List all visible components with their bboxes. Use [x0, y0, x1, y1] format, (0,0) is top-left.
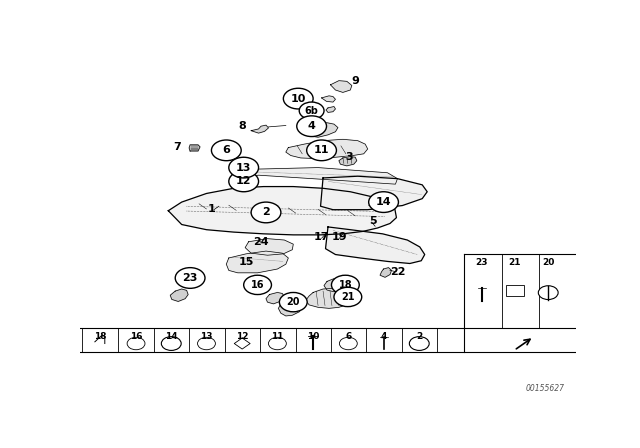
Circle shape — [284, 88, 313, 109]
Circle shape — [410, 336, 429, 350]
Polygon shape — [339, 156, 356, 166]
Polygon shape — [326, 227, 425, 263]
Text: 14: 14 — [376, 197, 392, 207]
Circle shape — [280, 293, 307, 312]
Text: 23: 23 — [182, 273, 198, 283]
Polygon shape — [321, 176, 428, 210]
Circle shape — [332, 275, 359, 294]
Text: 6: 6 — [345, 332, 351, 341]
Circle shape — [369, 192, 399, 212]
Text: 9: 9 — [352, 76, 360, 86]
Polygon shape — [330, 81, 352, 92]
Circle shape — [339, 337, 357, 350]
Circle shape — [229, 171, 259, 192]
Text: 17: 17 — [314, 232, 330, 241]
Polygon shape — [301, 123, 338, 137]
Text: 14: 14 — [165, 332, 177, 341]
Circle shape — [300, 102, 324, 119]
Circle shape — [198, 337, 216, 350]
Text: 7: 7 — [173, 142, 181, 152]
Polygon shape — [321, 96, 335, 102]
Text: 8: 8 — [238, 121, 246, 131]
Text: 16: 16 — [251, 280, 264, 290]
Text: 22: 22 — [390, 267, 405, 277]
Text: 21: 21 — [509, 258, 521, 267]
Text: 18: 18 — [339, 280, 352, 290]
Polygon shape — [266, 293, 284, 304]
Polygon shape — [306, 289, 350, 308]
Text: 18: 18 — [93, 332, 106, 341]
Text: 12: 12 — [236, 177, 252, 186]
Polygon shape — [278, 298, 302, 316]
Text: 2: 2 — [262, 207, 270, 217]
Text: 21: 21 — [341, 292, 355, 302]
Circle shape — [269, 337, 286, 350]
Text: 12: 12 — [236, 332, 248, 341]
Text: 19: 19 — [332, 232, 348, 241]
Circle shape — [307, 140, 337, 161]
Text: 3: 3 — [346, 152, 353, 162]
Text: 00155627: 00155627 — [526, 383, 565, 392]
Text: 13: 13 — [200, 332, 212, 341]
Circle shape — [334, 287, 362, 306]
Text: 5: 5 — [369, 216, 376, 226]
Text: 15: 15 — [239, 258, 254, 267]
Text: 23: 23 — [476, 258, 488, 267]
Text: 6b: 6b — [305, 106, 319, 116]
Circle shape — [251, 202, 281, 223]
Polygon shape — [326, 107, 335, 112]
Polygon shape — [251, 125, 269, 133]
Text: 2: 2 — [416, 332, 422, 341]
Text: 20: 20 — [542, 258, 554, 267]
Text: 4: 4 — [308, 121, 316, 131]
Polygon shape — [189, 145, 200, 151]
Polygon shape — [231, 168, 397, 184]
Text: 10: 10 — [307, 332, 319, 341]
Text: 20: 20 — [287, 297, 300, 307]
Circle shape — [538, 286, 558, 300]
Polygon shape — [234, 338, 250, 349]
Text: 11: 11 — [271, 332, 284, 341]
Polygon shape — [170, 289, 188, 302]
Circle shape — [297, 116, 326, 137]
Circle shape — [161, 336, 181, 350]
Circle shape — [175, 267, 205, 289]
Text: 10: 10 — [291, 94, 306, 103]
Polygon shape — [168, 186, 396, 235]
Text: 13: 13 — [236, 163, 252, 172]
Text: 4: 4 — [381, 332, 387, 341]
Text: 16: 16 — [130, 332, 142, 341]
Circle shape — [211, 140, 241, 161]
Text: 24: 24 — [253, 237, 269, 247]
Polygon shape — [324, 279, 342, 292]
Polygon shape — [286, 139, 367, 159]
Text: 6: 6 — [222, 145, 230, 155]
Text: 11: 11 — [314, 145, 330, 155]
Bar — [506, 285, 524, 296]
Circle shape — [229, 157, 259, 178]
Text: 1: 1 — [207, 204, 215, 214]
Circle shape — [127, 337, 145, 350]
Polygon shape — [245, 239, 293, 255]
Circle shape — [244, 275, 271, 294]
Polygon shape — [380, 267, 392, 277]
Polygon shape — [227, 251, 288, 273]
